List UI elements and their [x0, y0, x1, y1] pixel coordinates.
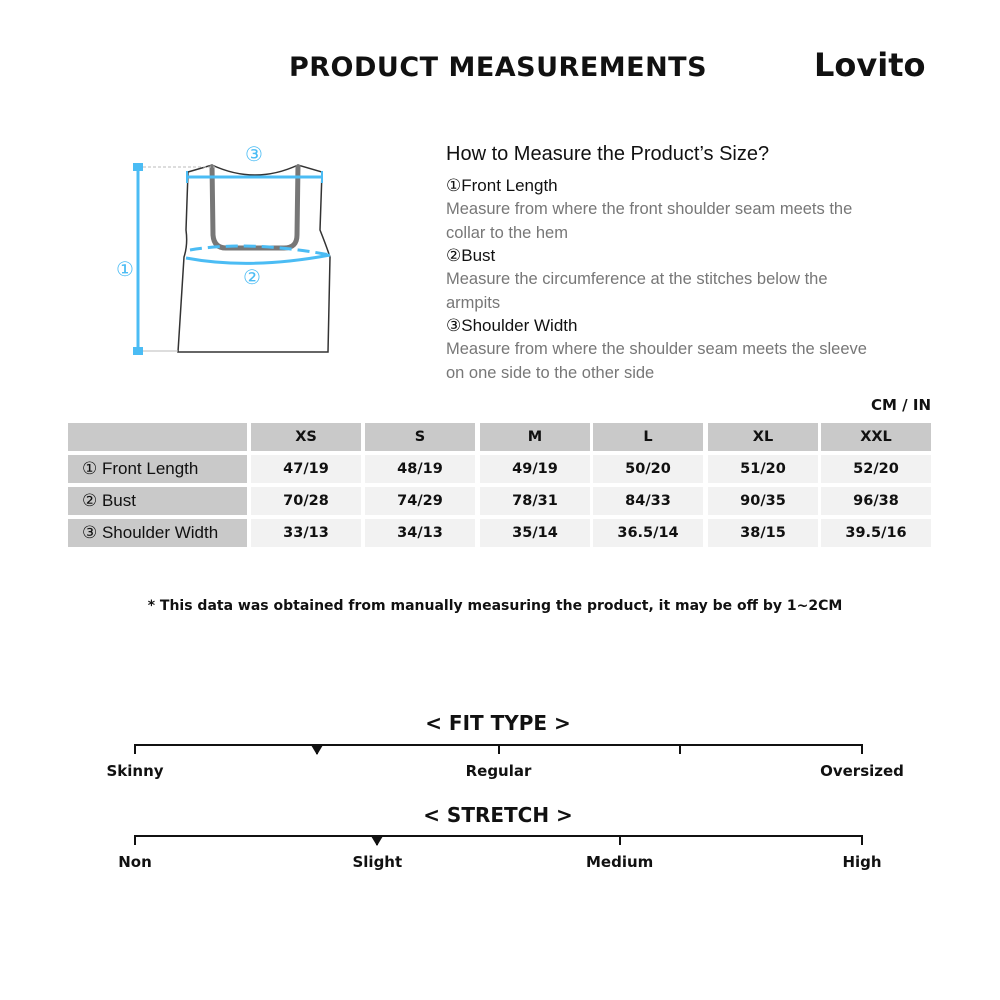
- marker-front-length: ①: [116, 257, 134, 281]
- fit-label: Regular: [465, 762, 532, 780]
- stretch-tick: [861, 835, 863, 845]
- row-label: ② Bust: [68, 487, 247, 515]
- table-cell: 47/19: [251, 455, 361, 483]
- brand-logo: Lovito: [814, 46, 926, 84]
- size-header-xl: XL: [708, 423, 818, 451]
- marker-bust: ②: [243, 265, 261, 289]
- table-header-corner: [68, 423, 247, 451]
- table-cell: 52/20: [821, 455, 931, 483]
- table-cell: 36.5/14: [593, 519, 703, 547]
- size-header-m: M: [480, 423, 590, 451]
- table-cell: 84/33: [593, 487, 703, 515]
- size-header-xs: XS: [251, 423, 361, 451]
- table-cell: 74/29: [365, 487, 475, 515]
- table-cell: 49/19: [480, 455, 590, 483]
- table-cell: 78/31: [480, 487, 590, 515]
- row-label: ① Front Length: [68, 455, 247, 483]
- stretch-label: Slight: [352, 853, 403, 871]
- guide-label-shoulder: ③Shoulder Width: [446, 316, 578, 335]
- table-cell: 39.5/16: [821, 519, 931, 547]
- table-cell: 51/20: [708, 455, 818, 483]
- stretch-label: High: [842, 853, 882, 871]
- table-cell: 33/13: [251, 519, 361, 547]
- stretch-tick: [134, 835, 136, 845]
- disclaimer-note: * This data was obtained from manually m…: [147, 598, 843, 614]
- table-cell: 50/20: [593, 455, 703, 483]
- stretch-label: Medium: [586, 853, 654, 871]
- fit-tick: [134, 744, 136, 754]
- tank-top-diagram: ① ② ③: [116, 142, 331, 355]
- fit-level-marker: [310, 745, 323, 755]
- row-label: ③ Shoulder Width: [68, 519, 247, 547]
- table-cell: 70/28: [251, 487, 361, 515]
- guide-desc-shoulder: Measure from where the shoulder seam mee…: [446, 340, 867, 382]
- guide-label-bust: ②Bust: [446, 246, 496, 265]
- stretch-title: < STRETCH >: [423, 803, 573, 827]
- size-header-xxl: XXL: [821, 423, 931, 451]
- guide-desc-bust: Measure the circumference at the stitche…: [446, 270, 828, 312]
- fit-label: Skinny: [106, 762, 164, 780]
- guide-heading: How to Measure the Product’s Size?: [446, 143, 770, 165]
- table-cell: 38/15: [708, 519, 818, 547]
- fit-label: Oversized: [820, 762, 904, 780]
- page-title: PRODUCT MEASUREMENTS: [288, 52, 708, 83]
- fit-type-title: < FIT TYPE >: [425, 711, 571, 735]
- guide-label-front-length: ①Front Length: [446, 176, 558, 195]
- table-cell: 34/13: [365, 519, 475, 547]
- table-cell: 48/19: [365, 455, 475, 483]
- stretch-tick: [618, 835, 621, 845]
- fit-tick: [861, 744, 863, 754]
- table-cell: 96/38: [821, 487, 931, 515]
- unit-label: CM / IN: [871, 396, 931, 414]
- marker-shoulder: ③: [245, 142, 263, 166]
- stretch-label: Non: [118, 853, 152, 871]
- fit-tick: [679, 744, 682, 754]
- size-header-s: S: [365, 423, 475, 451]
- stretch-line: [134, 835, 863, 837]
- table-cell: 90/35: [708, 487, 818, 515]
- stretch-level-marker: [371, 836, 384, 846]
- size-header-l: L: [593, 423, 703, 451]
- fit-tick: [497, 744, 500, 754]
- guide-desc-front-length: Measure from where the front shoulder se…: [446, 200, 853, 242]
- table-cell: 35/14: [480, 519, 590, 547]
